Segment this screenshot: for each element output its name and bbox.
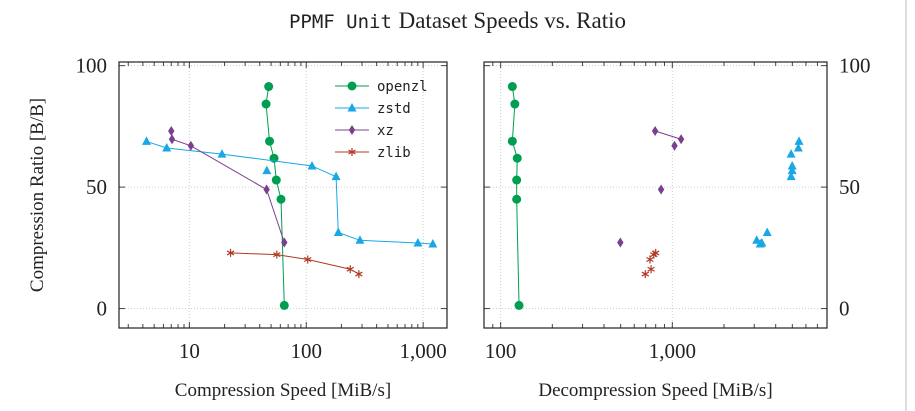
data-point-zstd <box>755 238 765 248</box>
x-tick-label: 100 <box>291 339 323 363</box>
page-edge-divider <box>905 0 907 411</box>
data-point-zlib <box>650 250 658 259</box>
chart-title: PPMF Unit Dataset Speeds vs. Ratio <box>0 8 915 34</box>
data-point-xz <box>657 184 665 195</box>
series-zlib <box>226 248 363 279</box>
data-point-xz <box>617 237 624 248</box>
legend-marker-openzl <box>347 81 357 91</box>
data-point-zstd <box>333 227 343 237</box>
data-point-xz <box>671 140 678 151</box>
x-tick-label: 100 <box>485 339 517 363</box>
data-point-openzl <box>264 82 274 92</box>
data-point-zstd <box>413 237 423 247</box>
data-point-openzl <box>507 82 517 92</box>
data-point-openzl <box>271 175 281 185</box>
legend-label-xz: xz <box>377 123 394 139</box>
x-axis-label: Decompression Speed [MiB/s] <box>538 380 772 401</box>
data-point-zstd <box>307 160 317 170</box>
data-point-xz <box>168 125 175 136</box>
y-tick-label: 50 <box>86 175 107 199</box>
data-point-xz <box>168 134 176 145</box>
data-point-xz <box>281 237 288 248</box>
series-line-xz <box>654 130 682 140</box>
series-xz <box>617 125 685 248</box>
data-point-zstd <box>428 238 438 248</box>
legend-marker-zlib <box>348 148 356 156</box>
y-tick-label: 100 <box>839 54 871 78</box>
data-point-zstd <box>786 149 796 158</box>
legend-label-openzl: openzl <box>377 79 428 95</box>
y-tick-label: 50 <box>839 175 860 199</box>
chart-title-text: Dataset Speeds vs. Ratio <box>398 8 627 33</box>
data-point-zstd <box>793 142 803 152</box>
data-point-zstd <box>162 142 172 152</box>
data-point-zstd <box>217 149 227 158</box>
data-point-xz <box>651 125 659 136</box>
data-point-openzl <box>512 175 522 185</box>
data-point-openzl <box>512 153 522 163</box>
data-point-zstd <box>142 136 152 145</box>
data-point-zlib <box>355 270 363 279</box>
series-xz <box>168 125 288 248</box>
legend-label-zlib: zlib <box>377 145 411 161</box>
data-point-openzl <box>514 300 524 310</box>
legend-marker-zstd <box>347 103 357 112</box>
data-point-openzl <box>279 300 289 310</box>
x-tick-label: 1,000 <box>400 339 447 363</box>
data-point-openzl <box>512 194 522 204</box>
plot-decompression: 100 1,000 0 50 100 Decompression Speed [MiB/s… <box>483 54 871 401</box>
data-point-openzl <box>507 136 517 146</box>
data-point-zstd <box>794 136 804 145</box>
data-point-zlib <box>346 265 355 274</box>
data-point-zstd <box>331 171 341 181</box>
series-zlib <box>641 248 660 279</box>
data-point-zlib <box>641 270 650 279</box>
data-point-zlib <box>647 265 655 274</box>
y-axis-label: Compression Ratio [B/B] <box>27 98 48 292</box>
plot-compression: 10 100 1,000 0 50 100 Compression Speed [MiB/s… <box>27 54 448 401</box>
data-point-zstd <box>355 235 365 244</box>
series-openzl <box>507 82 524 310</box>
data-point-zlib <box>273 250 281 259</box>
x-tick-label: 10 <box>179 339 200 363</box>
data-point-openzl <box>276 194 286 204</box>
legend-label-zstd: zstd <box>377 101 411 117</box>
data-point-zstd <box>762 227 772 237</box>
data-point-zlib <box>226 248 235 257</box>
data-point-zstd <box>262 165 272 175</box>
data-point-zstd <box>787 165 797 175</box>
x-axis-label: Compression Speed [MiB/s] <box>175 380 391 401</box>
legend-marker-xz <box>348 125 356 135</box>
data-point-xz <box>677 134 685 145</box>
plot-frame <box>118 61 448 329</box>
data-point-xz <box>187 140 195 151</box>
data-point-zlib <box>303 255 312 264</box>
series-zstd <box>752 136 804 248</box>
x-tick-label: 1,000 <box>649 339 696 363</box>
chart-title-dataset: PPMF Unit <box>288 11 392 33</box>
series-line-zlib <box>230 252 360 275</box>
data-point-openzl <box>510 99 520 109</box>
data-point-zlib <box>646 255 654 264</box>
data-point-zstd <box>786 171 796 181</box>
series-zstd <box>142 136 438 248</box>
data-point-xz <box>263 184 270 195</box>
plot-frame <box>483 61 828 329</box>
series-openzl <box>261 82 289 310</box>
data-point-zstd <box>787 160 797 170</box>
data-point-openzl <box>265 136 275 146</box>
legend: openzl zstd xz zlib <box>335 79 428 161</box>
y-tick-label: 100 <box>76 54 108 78</box>
y-tick-label: 0 <box>839 297 850 321</box>
data-point-openzl <box>261 99 271 109</box>
y-tick-label: 0 <box>97 297 108 321</box>
